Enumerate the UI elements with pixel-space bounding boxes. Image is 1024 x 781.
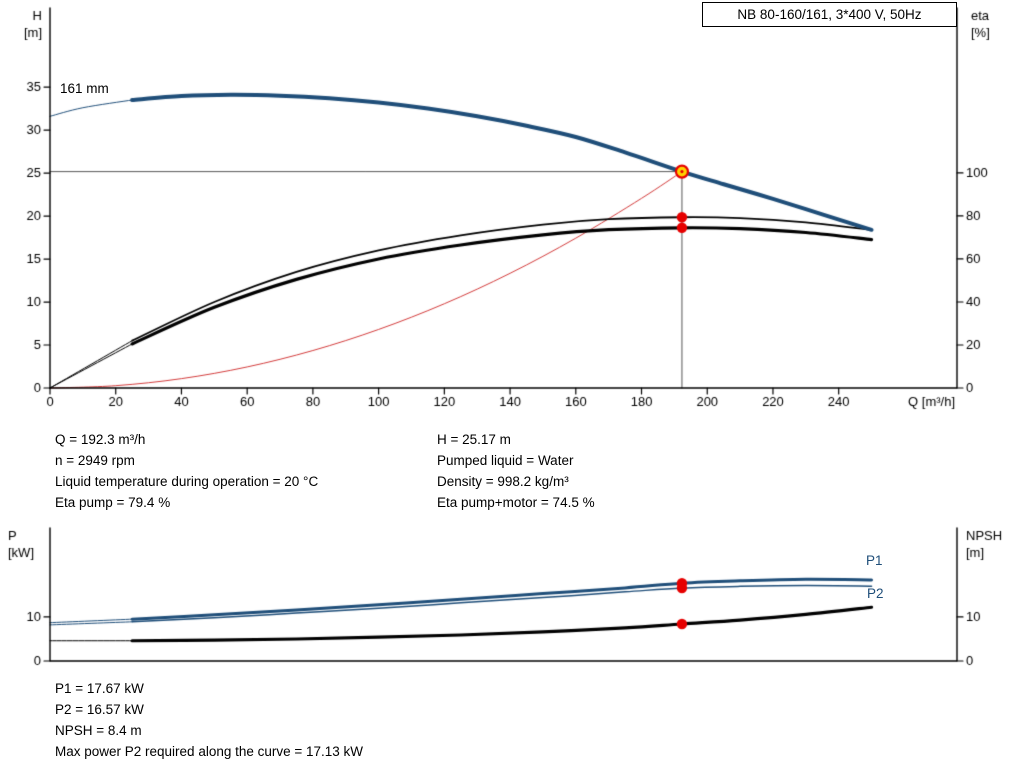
result-data-block: P1 = 17.67 kW P2 = 16.57 kW NPSH = 8.4 m…	[55, 678, 363, 762]
flow-value-line: Q = 192.3 m³/h	[55, 432, 146, 447]
max-power-result-line: Max power P2 required along the curve = …	[55, 744, 364, 759]
eta-pump-line: Eta pump = 79.4 %	[55, 495, 171, 510]
p1-result-line: P1 = 17.67 kW	[55, 681, 144, 696]
qh-efficiency-chart	[0, 0, 1024, 430]
power-npsh-chart	[0, 520, 1024, 695]
pump-model-label: NB 80-160/161, 3*400 V, 50Hz	[737, 7, 922, 22]
p1-curve-label: P1	[866, 553, 883, 568]
npsh-result-line: NPSH = 8.4 m	[55, 723, 142, 738]
head-value-line: H = 25.17 m	[437, 432, 511, 447]
pump-model-box: NB 80-160/161, 3*400 V, 50Hz	[702, 2, 957, 27]
eta-pump-motor-line: Eta pump+motor = 74.5 %	[437, 495, 595, 510]
liquid-temperature-line: Liquid temperature during operation = 20…	[55, 474, 319, 489]
operating-data-left-column: Q = 192.3 m³/h n = 2949 rpm Liquid tempe…	[55, 429, 318, 513]
speed-value-line: n = 2949 rpm	[55, 453, 135, 468]
p2-curve-label: P2	[867, 586, 884, 601]
density-line: Density = 998.2 kg/m³	[437, 474, 569, 489]
pumped-liquid-line: Pumped liquid = Water	[437, 453, 574, 468]
p2-result-line: P2 = 16.57 kW	[55, 702, 144, 717]
impeller-diameter-label: 161 mm	[60, 81, 109, 96]
operating-data-right-column: H = 25.17 m Pumped liquid = Water Densit…	[437, 429, 595, 513]
